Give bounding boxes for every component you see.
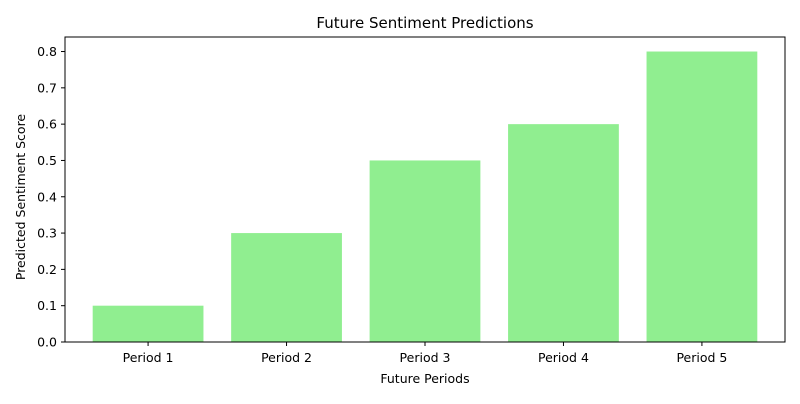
bar-4 [508, 124, 619, 343]
y-tick-label: 0.1 [37, 298, 57, 313]
plot-frame [64, 36, 786, 343]
x-tick-label: Period 2 [261, 350, 312, 365]
x-tick-label: Period 1 [123, 350, 174, 365]
y-tick-label: 0.7 [37, 80, 57, 95]
y-tick-label: 0.2 [37, 262, 57, 277]
bar-1 [92, 305, 204, 342]
y-tick-label: 0.8 [37, 44, 57, 59]
x-axis-label: Future Periods [380, 371, 469, 386]
y-tick-label: 0.5 [37, 153, 57, 168]
x-tick-label: Period 3 [400, 350, 451, 365]
x-tick-label: Period 4 [538, 350, 589, 365]
bar-5 [646, 51, 758, 343]
chart-title: Future Sentiment Predictions [316, 14, 533, 32]
y-tick-label: 0.6 [37, 117, 57, 132]
x-axis-ticks: Period 1 Period 2 Period 3 Period 4 Period 5 [123, 342, 727, 365]
bars-layer [92, 51, 758, 343]
y-axis-label: Predicted Sentiment Score [13, 114, 28, 281]
bar-3 [369, 160, 481, 342]
bar-2 [231, 233, 342, 342]
x-tick-label: Period 5 [676, 350, 727, 365]
y-tick-label: 0.0 [37, 335, 57, 350]
y-tick-label: 0.3 [37, 226, 57, 241]
y-tick-label: 0.4 [37, 189, 57, 204]
y-axis-ticks: 0.0 0.1 0.2 0.3 0.4 0.5 0.6 0.7 0.8 [37, 44, 65, 350]
